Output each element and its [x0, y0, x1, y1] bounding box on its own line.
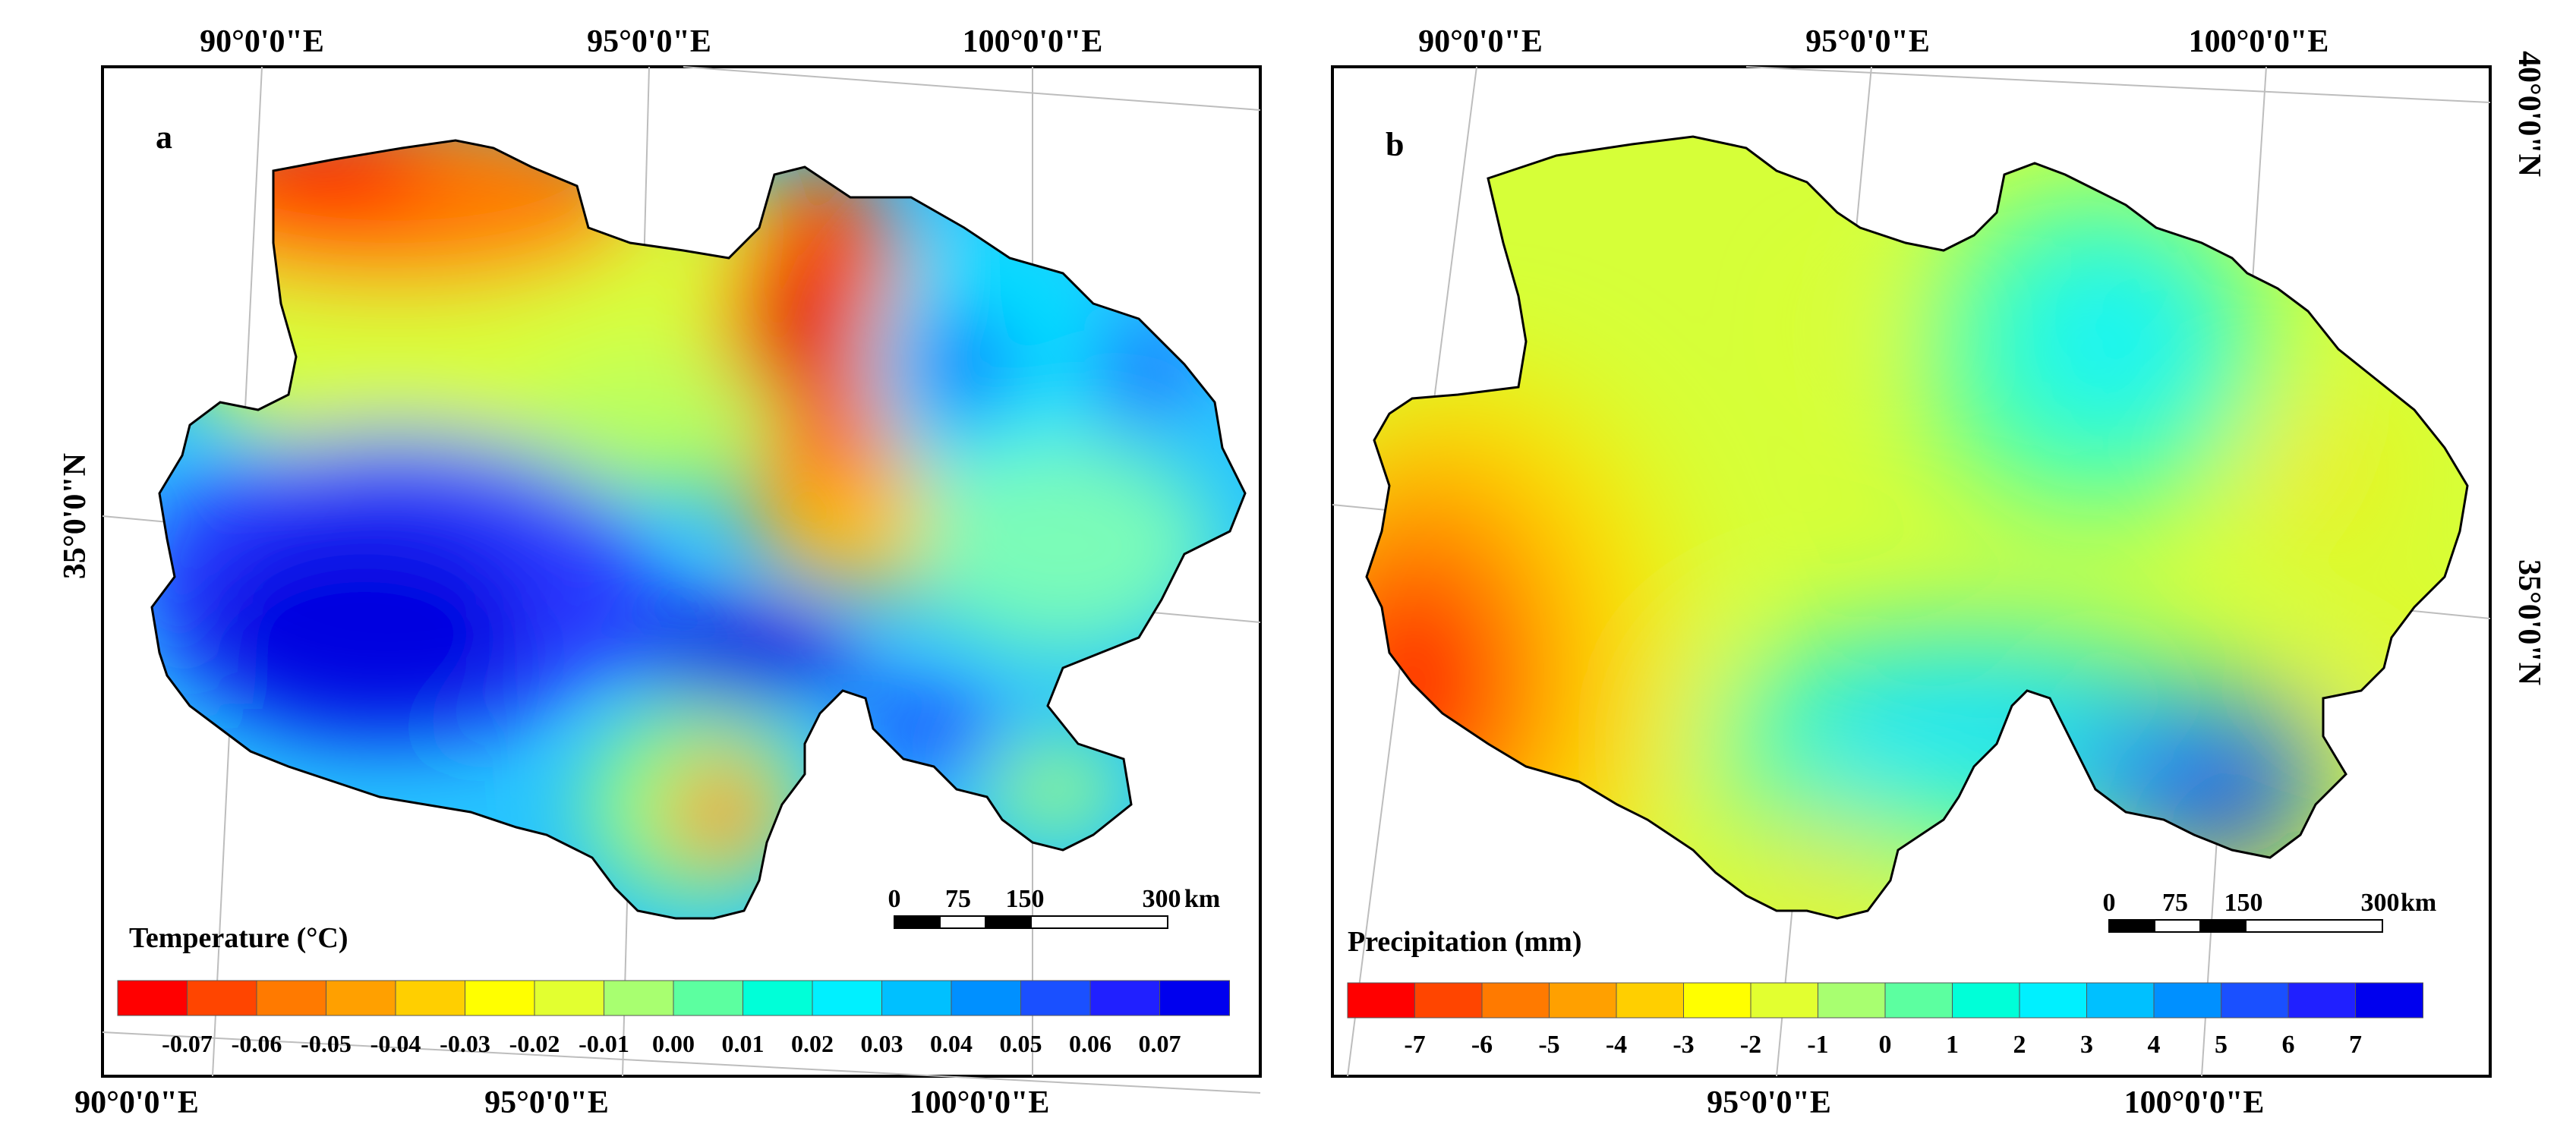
legend-tick-label: -0.02: [509, 1030, 560, 1057]
legend-tick-label: -5: [1538, 1031, 1559, 1059]
legend-tick-label: -0.03: [440, 1030, 490, 1057]
legend-tick-label: -7: [1404, 1031, 1425, 1059]
panel-b-legend-title: Precipitation (mm): [1348, 926, 1582, 958]
panel-a-scale-tick-0: 0: [888, 885, 901, 913]
legend-color-cell: [187, 980, 257, 1016]
legend-tick-label: 5: [2215, 1031, 2228, 1059]
panel-a-top-label-100e: 100°0'0"E: [963, 24, 1103, 59]
legend-tick-label: 0.04: [930, 1030, 973, 1057]
legend-color-cell: [1159, 980, 1230, 1016]
legend-color-cell: [881, 980, 952, 1016]
panel-b: b 90°0'0"E 95°0'0"E 100°0'0"E 95°0'0"E 1…: [1331, 24, 2546, 1120]
panel-a: a 90°0'0"E 95°0'0"E 100°0'0"E 90°0'0"E 9…: [58, 24, 1262, 1120]
legend-color-cell: [743, 980, 813, 1016]
legend-tick-label: -0.04: [370, 1030, 421, 1057]
legend-color-cell: [534, 980, 605, 1016]
panel-b-right-label-40n: 40°0'0"N: [2511, 51, 2546, 177]
legend-color-cell: [812, 980, 883, 1016]
panel-b-scale-tick-75: 75: [2162, 889, 2188, 917]
legend-tick-label: -0.06: [232, 1030, 282, 1057]
panel-b-top-label-90e: 90°0'0"E: [1418, 24, 1543, 59]
legend-tick-label: 0.06: [1069, 1030, 1111, 1057]
legend-tick-label: 0.00: [652, 1030, 695, 1057]
panel-b-bottom-label-100e: 100°0'0"E: [2124, 1085, 2265, 1120]
legend-tick-label: 0.07: [1139, 1030, 1181, 1057]
panel-a-scale-unit: km: [1184, 885, 1220, 913]
panel-b-scale-tick-0: 0: [2103, 889, 2116, 917]
legend-color-cell: [1952, 982, 2020, 1019]
legend-color-cell: [326, 980, 396, 1016]
legend-color-cell: [1414, 982, 1483, 1019]
legend-color-cell: [604, 980, 674, 1016]
legend-color-cell: [1549, 982, 1617, 1019]
legend-tick-label: 1: [1946, 1031, 1959, 1059]
panel-b-top-label-95e: 95°0'0"E: [1805, 24, 1930, 59]
panel-a-bottom-label-95e: 95°0'0"E: [484, 1085, 609, 1120]
panel-a-bottom-label-90e: 90°0'0"E: [74, 1085, 199, 1120]
legend-color-cell: [465, 980, 535, 1016]
legend-color-cell: [2153, 982, 2222, 1019]
legend-tick-label: 2: [2013, 1031, 2026, 1059]
legend-color-cell: [2288, 982, 2357, 1019]
legend-color-cell: [1683, 982, 1751, 1019]
legend-color-cell: [1089, 980, 1161, 1016]
legend-color-cell: [1750, 982, 1819, 1019]
panel-a-top-label-90e: 90°0'0"E: [200, 24, 324, 59]
legend-tick-label: 7: [2349, 1031, 2362, 1059]
panel-a-scale-bar: 0 75 150 300 km: [888, 885, 1220, 929]
panel-a-legend-title: Temperature (°C): [129, 922, 348, 954]
legend-color-cell: [117, 980, 188, 1016]
legend-tick-label: -2: [1740, 1031, 1761, 1059]
legend-color-cell: [951, 980, 1022, 1016]
legend-color-cell: [1020, 980, 1091, 1016]
legend-color-cell: [1884, 982, 1953, 1019]
panel-b-scale-tick-300: 300: [2361, 889, 2400, 917]
legend-tick-label: 4: [2148, 1031, 2161, 1059]
legend-tick-label: 3: [2080, 1031, 2093, 1059]
panel-b-legend-colorbar: -7 -6 -5 -4 -3 -2 -1 0 1 2 3 4 5 6 7: [1347, 982, 2423, 1059]
panel-a-label: a: [156, 118, 172, 156]
panel-a-scale-tick-300: 300: [1143, 885, 1181, 913]
legend-tick-label: -0.05: [301, 1030, 352, 1057]
panel-b-top-label-100e: 100°0'0"E: [2189, 24, 2329, 59]
legend-color-cell: [1818, 982, 1886, 1019]
panel-b-scale-unit: km: [2401, 889, 2436, 917]
legend-tick-label: 0.01: [722, 1030, 765, 1057]
legend-color-cell: [2221, 982, 2289, 1019]
panel-b-scale-tick-150: 150: [2224, 889, 2263, 917]
legend-tick-label: 6: [2282, 1031, 2295, 1059]
panel-b-scale-bar: 0 75 150 300 km: [2103, 889, 2436, 933]
legend-tick-label: 0.02: [791, 1030, 834, 1057]
panel-a-top-label-95e: 95°0'0"E: [587, 24, 711, 59]
legend-color-cell: [256, 980, 327, 1016]
panel-a-left-label-35n: 35°0'0"N: [58, 453, 93, 579]
legend-tick-label: -0.01: [579, 1030, 629, 1057]
legend-color-cell: [1616, 982, 1685, 1019]
legend-tick-label: -0.07: [162, 1030, 213, 1057]
panel-b-right-label-35n: 35°0'0"N: [2511, 559, 2546, 685]
legend-tick-label: 0: [1879, 1031, 1892, 1059]
legend-color-cell: [673, 980, 744, 1016]
legend-tick-label: -1: [1807, 1031, 1828, 1059]
legend-color-cell: [2355, 982, 2423, 1019]
legend-color-cell: [1347, 982, 1416, 1019]
panel-a-bottom-label-100e: 100°0'0"E: [910, 1085, 1050, 1120]
legend-tick-label: -6: [1471, 1031, 1493, 1059]
legend-color-cell: [2086, 982, 2155, 1019]
panel-b-label: b: [1386, 126, 1404, 163]
legend-tick-label: -4: [1606, 1031, 1627, 1059]
legend-tick-label: 0.05: [1000, 1030, 1042, 1057]
legend-color-cell: [395, 980, 466, 1016]
legend-tick-label: -3: [1673, 1031, 1694, 1059]
legend-color-cell: [1481, 982, 1550, 1019]
panel-a-scale-tick-150: 150: [1006, 885, 1045, 913]
legend-tick-label: 0.03: [861, 1030, 903, 1057]
legend-color-cell: [2019, 982, 2088, 1019]
panel-a-legend-colorbar: -0.07 -0.06 -0.05 -0.04 -0.03 -0.02 -0.01 0.00 0…: [117, 980, 1230, 1057]
panel-b-bottom-label-95e: 95°0'0"E: [1707, 1085, 1831, 1120]
panel-a-scale-tick-75: 75: [945, 885, 971, 913]
panel-a-graticule: [102, 66, 1261, 1094]
